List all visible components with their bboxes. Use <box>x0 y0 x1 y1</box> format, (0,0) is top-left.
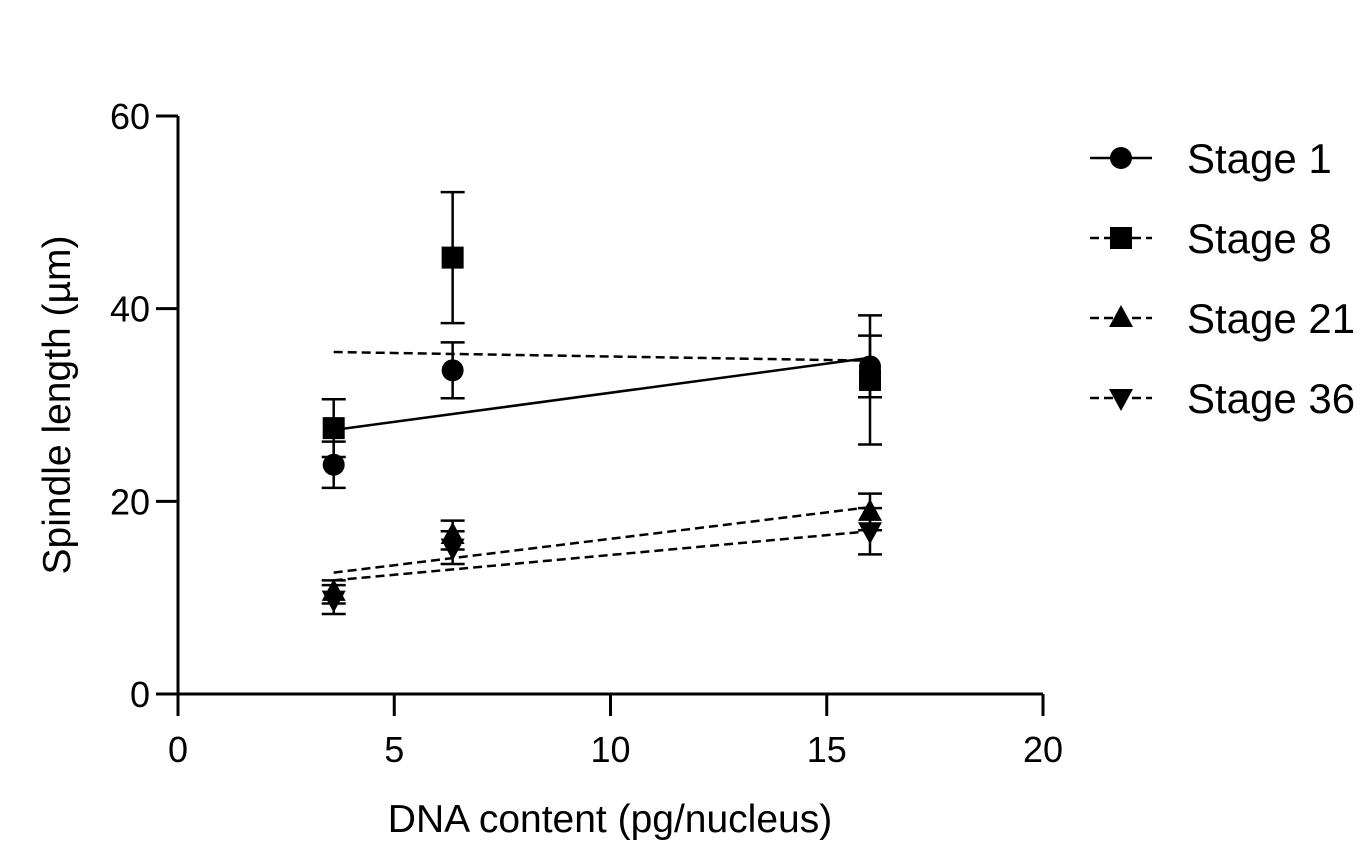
legend-item: Stage 36 <box>1090 375 1355 422</box>
y-tick-label: 40 <box>110 289 150 330</box>
fit-line-series-4 <box>333 529 871 582</box>
legend: Stage 1 Stage 8 Stage 21 Stage 36 <box>1090 135 1355 422</box>
x-tick-label: 15 <box>807 729 847 770</box>
legend-item: Stage 1 <box>1090 135 1332 182</box>
data-point <box>858 522 882 545</box>
axes <box>176 116 1043 696</box>
data-point <box>441 246 464 269</box>
legend-item: Stage 8 <box>1090 215 1332 262</box>
legend-marker <box>1109 389 1133 411</box>
fit-line-series-2 <box>333 350 871 362</box>
legend-label: Stage 36 <box>1187 375 1355 422</box>
data-point <box>440 538 465 561</box>
legend-marker <box>1109 305 1133 327</box>
y-axis-title: Spindle length (µm) <box>36 236 79 575</box>
data-point <box>322 453 345 476</box>
legend-item: Stage 21 <box>1090 295 1355 342</box>
fit-line-series-1 <box>333 356 871 432</box>
legend-marker <box>1110 147 1132 169</box>
legend-marker <box>1110 227 1132 249</box>
data-point <box>321 590 346 613</box>
plot-area <box>321 190 882 616</box>
legend-label: Stage 21 <box>1187 295 1355 342</box>
x-tick-label: 20 <box>1023 729 1063 770</box>
x-tick-label: 10 <box>590 729 630 770</box>
data-point <box>322 417 345 440</box>
axis-ticks: 0 5 10 15 20 0 20 40 60 <box>110 96 1063 770</box>
legend-label: Stage 1 <box>1187 135 1332 182</box>
legend-label: Stage 8 <box>1187 215 1332 262</box>
fit-line-series-3 <box>333 505 871 574</box>
x-tick-label: 0 <box>168 729 188 770</box>
y-tick-label: 0 <box>130 674 150 715</box>
data-point <box>441 359 464 382</box>
x-tick-label: 5 <box>384 729 404 770</box>
data-point <box>859 368 881 391</box>
x-axis-title: DNA content (pg/nucleus) <box>388 798 832 841</box>
y-tick-label: 20 <box>110 481 150 522</box>
y-tick-label: 60 <box>110 96 150 137</box>
